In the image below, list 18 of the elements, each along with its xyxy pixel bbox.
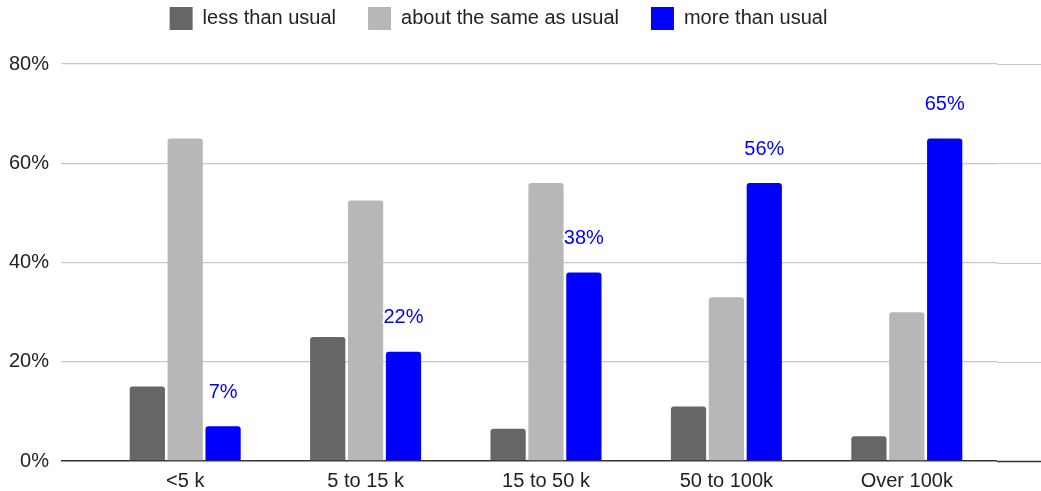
y-tick-label: 40%	[8, 250, 50, 273]
data-label: 7%	[208, 379, 238, 402]
x-tick-label: Over 100k	[860, 468, 954, 491]
x-tick-label: <5 k	[166, 468, 206, 491]
legend-label: less than usual	[202, 6, 337, 29]
legend-label: more than usual	[683, 6, 828, 29]
data-label: 22%	[383, 305, 424, 328]
y-tick-label: 80%	[8, 51, 50, 74]
x-tick-label: 5 to 15 k	[327, 468, 405, 491]
y-tick-label: 60%	[8, 150, 50, 173]
y-tick-label: 0%	[20, 448, 50, 471]
x-tick-label: 15 to 50 k	[502, 468, 591, 491]
y-tick-label: 20%	[8, 349, 50, 372]
data-label: 56%	[744, 136, 785, 159]
x-tick-label: 50 to 100k	[679, 468, 775, 491]
legend-label: about the same as usual	[401, 6, 619, 29]
data-label: 38%	[563, 225, 605, 248]
data-label: 65%	[924, 91, 965, 114]
